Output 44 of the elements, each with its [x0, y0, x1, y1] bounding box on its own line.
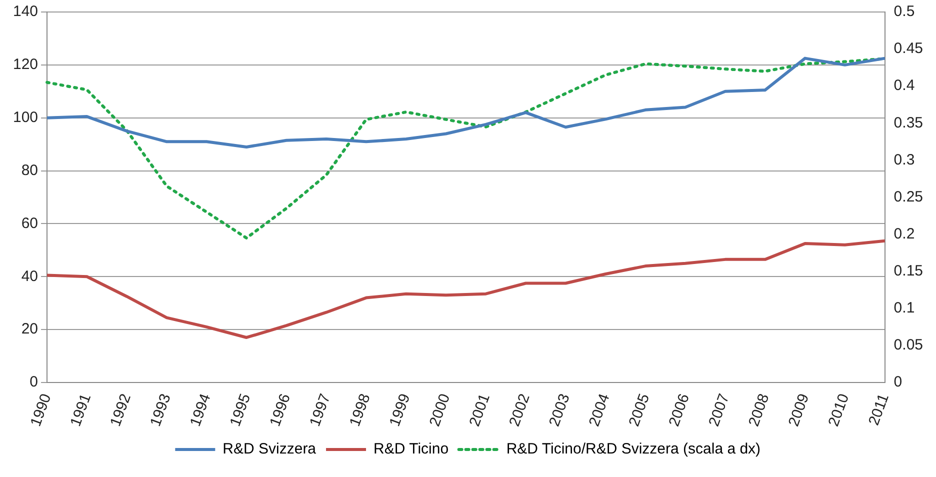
- y-tick-label: 120: [12, 56, 38, 74]
- legend-label: R&D Ticino/R&D Svizzera (scala a dx): [506, 440, 761, 458]
- y-tick-label: 20: [21, 320, 38, 338]
- x-tick-label: 2004: [586, 392, 614, 429]
- x-tick-label: 1995: [226, 392, 254, 429]
- x-tick-label: 1991: [67, 392, 95, 429]
- x-tick-label: 1994: [186, 392, 214, 429]
- legend-label: R&D Ticino: [374, 440, 449, 458]
- x-tick-label: 2009: [785, 392, 813, 429]
- y-tick-label: 40: [21, 268, 38, 285]
- y2-tick-label: 0.35: [894, 114, 924, 132]
- y2-tick-label: 0.45: [894, 40, 924, 58]
- x-tick-label: 2001: [466, 392, 494, 429]
- x-tick-label: 1992: [107, 392, 134, 429]
- y2-tick-label: 0.25: [894, 188, 924, 206]
- x-tick-label: 2007: [706, 392, 733, 429]
- y2-tick-label: 0.05: [894, 336, 924, 354]
- y2-tick-label: 0.5: [894, 3, 915, 20]
- y2-tick-label: 0.15: [894, 262, 924, 280]
- x-tick-label: 2008: [745, 392, 773, 429]
- y2-tick-label: 0.1: [894, 300, 915, 317]
- x-tick-label: 1996: [266, 392, 294, 429]
- x-tick-label: 1997: [306, 392, 334, 429]
- x-tick-label: 2011: [865, 392, 892, 428]
- x-tick-label: 2005: [626, 392, 654, 429]
- x-tick-label: 1999: [386, 392, 414, 429]
- y-tick-label: 60: [21, 214, 38, 232]
- y2-tick-label: 0.2: [894, 225, 915, 242]
- y2-tick-label: 0.3: [894, 151, 915, 168]
- x-tick-label: 1993: [146, 392, 174, 429]
- y-tick-label: 100: [12, 108, 38, 126]
- legend-label: R&D Svizzera: [222, 440, 317, 458]
- y-tick-label: 140: [12, 3, 38, 20]
- y-tick-label: 80: [21, 162, 38, 179]
- x-tick-label: 1998: [346, 392, 374, 429]
- x-tick-label: 2010: [825, 392, 853, 429]
- y2-tick-label: 0: [894, 374, 902, 391]
- x-tick-label: 2003: [546, 392, 574, 429]
- x-tick-label: 1990: [27, 392, 55, 429]
- y-tick-label: 0: [30, 374, 38, 391]
- x-tick-label: 2006: [666, 392, 693, 429]
- x-tick-label: 2002: [506, 392, 534, 429]
- y2-tick-label: 0.4: [894, 77, 915, 94]
- x-tick-label: 2000: [426, 392, 454, 429]
